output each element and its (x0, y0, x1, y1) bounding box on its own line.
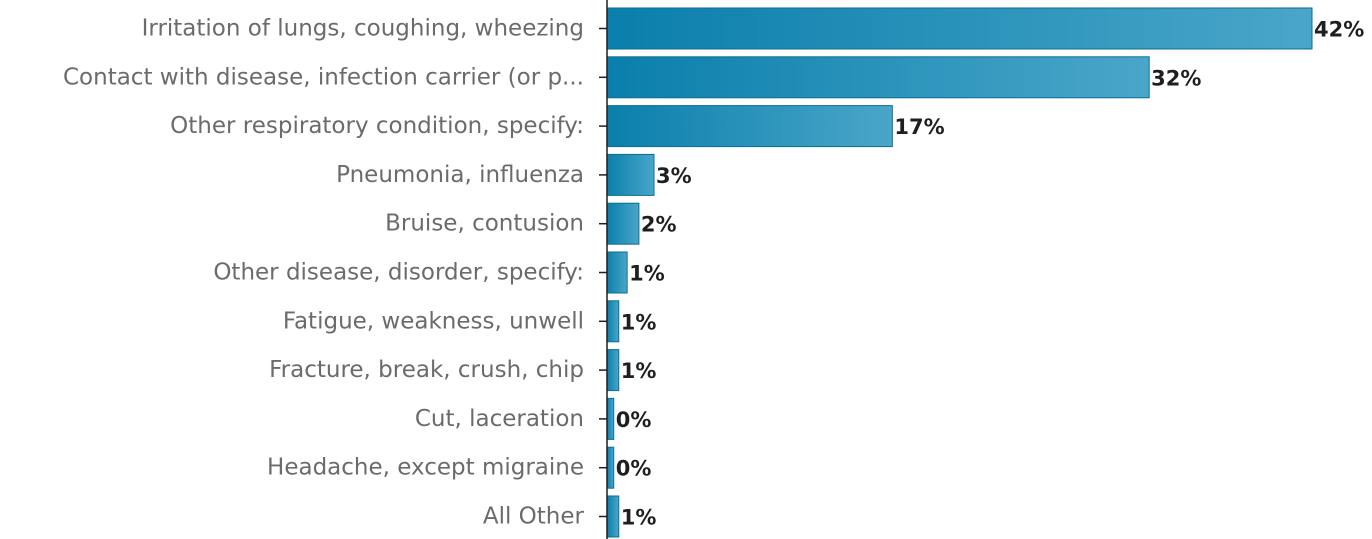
category-label: Cut, laceration (415, 406, 584, 432)
category-label: Bruise, contusion (385, 211, 584, 237)
category-label: Pneumonia, influenza (336, 162, 584, 188)
bar (606, 349, 620, 392)
data-label: 0% (616, 408, 652, 432)
category-label: Fatigue, weakness, unwell (283, 308, 584, 334)
data-label: 3% (656, 164, 692, 188)
value-labels: 42% 32% 17% 3% 2% 1% 1% 1% 0% 0% 1% (616, 18, 1365, 530)
category-label: Irritation of lungs, coughing, wheezing (142, 16, 584, 42)
data-label: 1% (629, 262, 665, 286)
bar (606, 105, 893, 148)
bar (606, 300, 620, 343)
data-label: 0% (616, 457, 652, 481)
data-label: 32% (1151, 66, 1201, 90)
data-label: 42% (1314, 18, 1364, 42)
bar (606, 7, 1313, 50)
bars-layer (606, 7, 1313, 538)
bar (606, 153, 655, 196)
bar (606, 251, 628, 294)
data-label: 1% (621, 359, 657, 383)
bar (606, 495, 620, 538)
y-axis-ticks (599, 27, 607, 518)
category-labels: Irritation of lungs, coughing, wheezing C… (63, 16, 585, 530)
data-label: 1% (621, 310, 657, 334)
category-label: Headache, except migraine (267, 455, 584, 481)
category-label: Other disease, disorder, specify: (213, 260, 584, 286)
bar (606, 202, 640, 245)
category-label: All Other (483, 504, 585, 530)
bar (606, 446, 615, 489)
category-label: Other respiratory condition, specify: (170, 113, 584, 139)
data-label: 17% (894, 115, 944, 139)
bar (606, 56, 1150, 99)
bar (606, 397, 615, 440)
category-label: Fracture, break, crush, chip (269, 357, 584, 383)
category-label: Contact with disease, infection carrier … (63, 64, 584, 90)
data-label: 1% (621, 506, 657, 530)
data-label: 2% (641, 213, 677, 237)
